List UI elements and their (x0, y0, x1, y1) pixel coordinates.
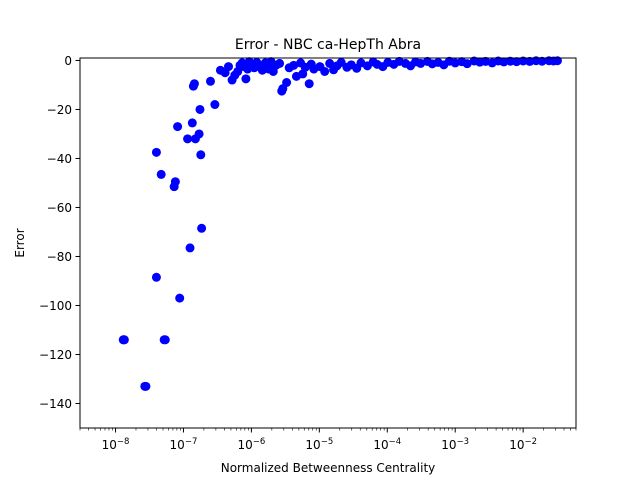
data-point (170, 177, 180, 187)
x-tick-label: 10−6 (237, 437, 265, 452)
x-tick-label-exponent: −5 (321, 437, 334, 447)
data-point (282, 78, 292, 87)
data-point (205, 76, 215, 86)
data-point (175, 293, 185, 303)
x-tick-label-base: 10 (441, 438, 456, 452)
y-tick-label: −80 (47, 250, 72, 264)
y-axis: 0 −20 −40 −60 −80 −100 −120 −140 (39, 54, 80, 411)
y-tick-label: −60 (47, 201, 72, 215)
data-point (223, 62, 233, 72)
data-point (156, 169, 166, 179)
y-axis-title: Error (13, 228, 27, 257)
data-point (119, 335, 129, 345)
data-point (499, 57, 509, 67)
x-tick-label: 10−8 (102, 437, 130, 452)
y-tick-label: 0 (64, 54, 72, 68)
data-point (195, 104, 205, 114)
y-tick-label: −100 (39, 299, 72, 313)
data-point (194, 129, 204, 139)
data-point (210, 100, 220, 110)
x-tick-label: 10−3 (441, 437, 469, 452)
data-point (197, 223, 207, 233)
chart-title: Error - NBC ca-HepTh Abra (235, 37, 421, 53)
data-point (289, 60, 299, 70)
x-tick-label-base: 10 (373, 438, 388, 452)
data-point (537, 56, 547, 66)
x-tick-label-exponent: −4 (389, 437, 402, 447)
x-axis: 10−8 10−7 10−6 10−5 10−4 10−3 10−2 (79, 428, 577, 452)
x-tick-label-base: 10 (509, 438, 524, 452)
data-point (462, 59, 472, 69)
y-tick-label: −140 (39, 397, 72, 411)
x-tick-label-exponent: −7 (185, 437, 198, 447)
x-tick-label-base: 10 (170, 438, 185, 452)
scatter-series (118, 56, 562, 391)
y-tick-label: −120 (39, 348, 72, 362)
data-point (183, 134, 193, 144)
data-point (275, 58, 285, 68)
x-tick-label: 10−2 (509, 437, 537, 452)
y-tick-label: −40 (47, 152, 72, 166)
data-point (241, 74, 251, 84)
data-point (173, 122, 183, 132)
data-point (185, 243, 195, 253)
x-tick-label-exponent: −2 (525, 437, 538, 447)
data-point (151, 147, 161, 157)
data-point (151, 272, 161, 282)
data-point (141, 381, 151, 391)
x-tick-label-base: 10 (237, 438, 252, 452)
y-tick-label: −20 (47, 103, 72, 117)
x-tick-label-exponent: −6 (253, 437, 266, 447)
data-point (416, 58, 426, 68)
x-tick-label-exponent: −3 (457, 437, 470, 447)
data-point (187, 118, 197, 128)
x-tick-label: 10−5 (305, 437, 333, 452)
x-tick-label-base: 10 (102, 438, 117, 452)
x-axis-title: Normalized Betweenness Centrality (221, 461, 436, 475)
x-tick-label-base: 10 (305, 438, 320, 452)
data-point (196, 150, 206, 160)
data-point (320, 66, 330, 76)
data-point (304, 79, 314, 89)
data-point (518, 56, 528, 66)
data-point (160, 335, 170, 345)
x-tick-label: 10−7 (170, 437, 198, 452)
plot-frame (79, 57, 577, 429)
data-point (512, 57, 522, 67)
x-tick-label-exponent: −8 (117, 437, 130, 447)
x-tick-label: 10−4 (373, 437, 401, 452)
data-point (189, 79, 199, 89)
